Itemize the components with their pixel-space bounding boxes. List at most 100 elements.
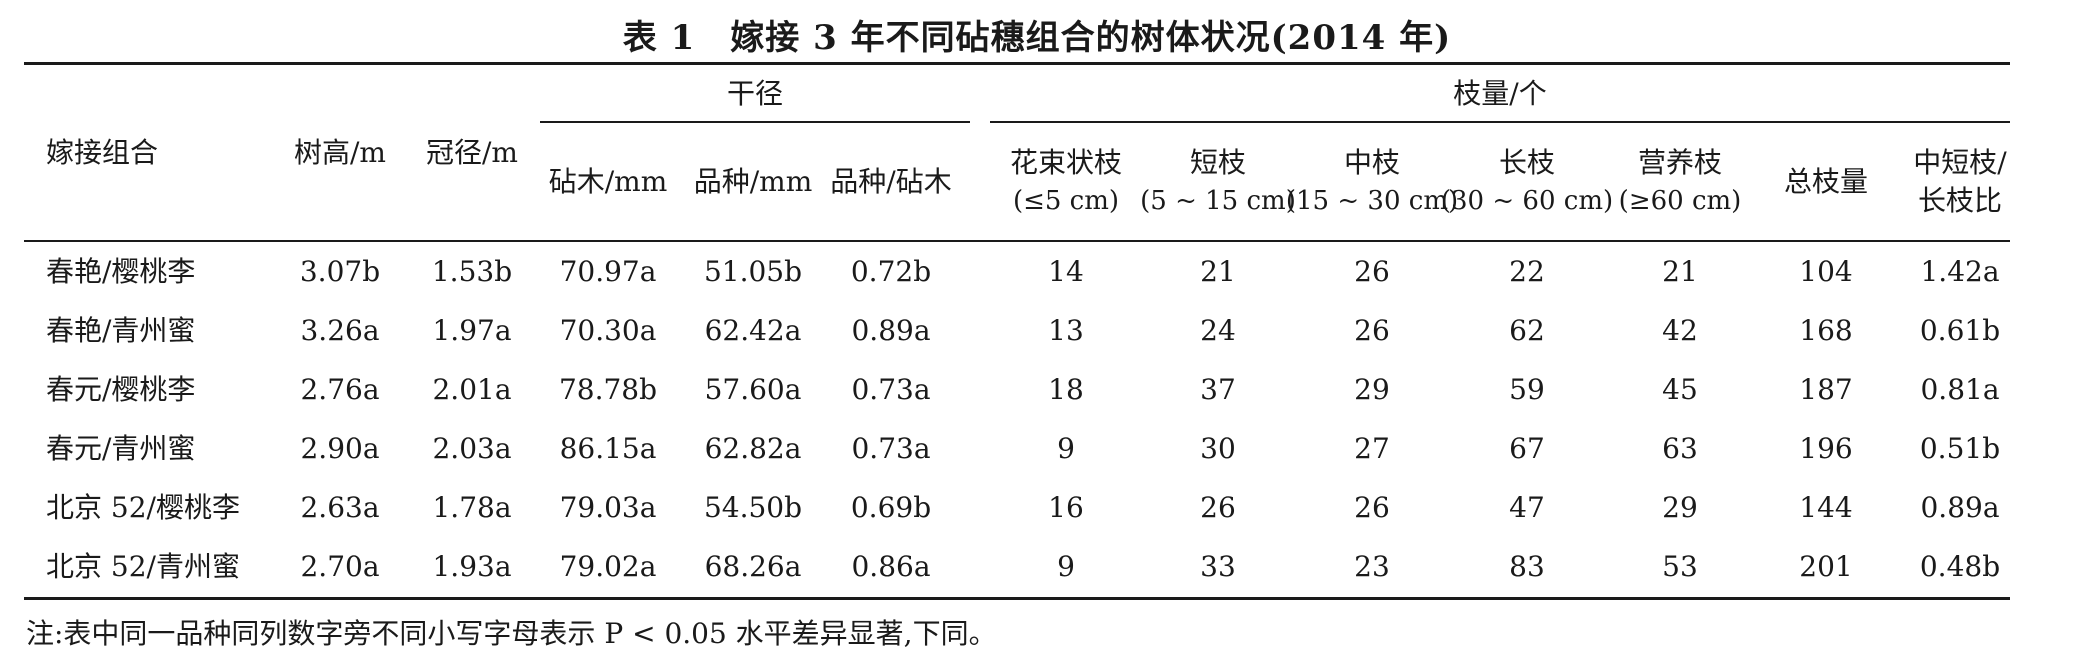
cell-long: 47 bbox=[1509, 491, 1545, 524]
cell-trunk-ratio: 0.72b bbox=[850, 255, 932, 288]
header-long: 长枝 (30 ~ 60 cm) bbox=[1441, 144, 1613, 220]
header-vegetative-label: 营养枝 bbox=[1637, 146, 1723, 179]
header-medium: 中枝 (15 ~ 30 cm) bbox=[1286, 144, 1458, 220]
cell-trunk-variety: 62.82a bbox=[704, 432, 802, 465]
cell-medium: 23 bbox=[1354, 550, 1390, 583]
cell-ratio: 1.42a bbox=[1920, 255, 2000, 288]
cell-vegetative: 45 bbox=[1662, 373, 1698, 406]
header-trunk-variety: 品种/mm bbox=[693, 165, 813, 198]
cell-crown: 1.78a bbox=[432, 491, 512, 524]
cell-height: 3.26a bbox=[300, 314, 380, 347]
header-ratio: 中短枝/ 长枝比 bbox=[1913, 144, 2006, 220]
header-crown: 冠径/m bbox=[426, 136, 518, 169]
cell-combo: 春艳/樱桃李 bbox=[46, 255, 196, 288]
table-title: 表 1 嫁接 3 年不同砧穗组合的树体状况(2014 年) bbox=[622, 18, 1452, 58]
header-spur: 花束状枝 (≤5 cm) bbox=[1010, 144, 1122, 220]
cell-total: 201 bbox=[1799, 550, 1853, 583]
cell-trunk-variety: 57.60a bbox=[704, 373, 802, 406]
cell-spur: 18 bbox=[1048, 373, 1084, 406]
cell-ratio: 0.51b bbox=[1919, 432, 2001, 465]
header-medium-label: 中枝 bbox=[1343, 146, 1400, 179]
cell-short: 21 bbox=[1200, 255, 1236, 288]
cell-vegetative: 53 bbox=[1662, 550, 1698, 583]
cell-short: 24 bbox=[1200, 314, 1236, 347]
header-short-label: 短枝 bbox=[1189, 146, 1246, 179]
cell-ratio: 0.89a bbox=[1920, 491, 2000, 524]
header-vegetative-range: (≥60 cm) bbox=[1618, 186, 1742, 216]
cell-trunk-stock: 79.03a bbox=[559, 491, 657, 524]
cell-total: 196 bbox=[1799, 432, 1853, 465]
cell-long: 59 bbox=[1509, 373, 1545, 406]
cell-height: 2.70a bbox=[300, 550, 380, 583]
cell-total: 187 bbox=[1799, 373, 1853, 406]
cell-crown: 2.01a bbox=[432, 373, 512, 406]
cell-crown: 1.97a bbox=[432, 314, 512, 347]
cell-ratio: 0.81a bbox=[1920, 373, 2000, 406]
cell-long: 62 bbox=[1509, 314, 1545, 347]
cell-long: 22 bbox=[1509, 255, 1545, 288]
cell-spur: 16 bbox=[1048, 491, 1084, 524]
header-trunk-stock: 砧木/mm bbox=[548, 165, 668, 198]
cell-short: 37 bbox=[1200, 373, 1236, 406]
header-vegetative: 营养枝 (≥60 cm) bbox=[1619, 144, 1742, 220]
header-short-range: (5 ~ 15 cm) bbox=[1140, 186, 1296, 216]
cell-medium: 29 bbox=[1354, 373, 1390, 406]
header-trunk-ratio: 品种/砧木 bbox=[830, 165, 952, 198]
cell-vegetative: 29 bbox=[1662, 491, 1698, 524]
cell-trunk-variety: 51.05b bbox=[703, 255, 803, 288]
header-spur-range: (≤5 cm) bbox=[1012, 186, 1120, 216]
cell-short: 33 bbox=[1200, 550, 1236, 583]
cell-short: 30 bbox=[1200, 432, 1236, 465]
cell-total: 104 bbox=[1799, 255, 1853, 288]
cell-height: 2.76a bbox=[300, 373, 380, 406]
cell-trunk-ratio: 0.89a bbox=[851, 314, 931, 347]
cell-long: 67 bbox=[1509, 432, 1545, 465]
cell-trunk-variety: 68.26a bbox=[704, 550, 802, 583]
cell-total: 168 bbox=[1799, 314, 1853, 347]
header-spur-label: 花束状枝 bbox=[1009, 146, 1123, 179]
cell-spur: 9 bbox=[1057, 550, 1075, 583]
cell-crown: 1.53b bbox=[431, 255, 513, 288]
cell-combo: 北京 52/樱桃李 bbox=[46, 491, 240, 524]
header-branch-group: 枝量/个 bbox=[1453, 77, 1547, 110]
header-rule bbox=[24, 240, 2010, 242]
trunk-group-rule bbox=[540, 121, 970, 123]
cell-combo: 春元/青州蜜 bbox=[46, 432, 196, 465]
cell-combo: 春艳/青州蜜 bbox=[46, 314, 196, 347]
top-rule bbox=[24, 62, 2010, 65]
cell-trunk-ratio: 0.69b bbox=[850, 491, 932, 524]
cell-medium: 26 bbox=[1354, 314, 1390, 347]
cell-total: 144 bbox=[1799, 491, 1853, 524]
cell-medium: 26 bbox=[1354, 491, 1390, 524]
bottom-rule bbox=[24, 597, 2010, 600]
cell-trunk-stock: 70.30a bbox=[559, 314, 657, 347]
cell-trunk-ratio: 0.73a bbox=[851, 373, 931, 406]
cell-trunk-stock: 86.15a bbox=[559, 432, 657, 465]
cell-vegetative: 63 bbox=[1662, 432, 1698, 465]
cell-medium: 26 bbox=[1354, 255, 1390, 288]
cell-height: 2.63a bbox=[300, 491, 380, 524]
cell-ratio: 0.48b bbox=[1919, 550, 2001, 583]
header-combo: 嫁接组合 bbox=[46, 136, 159, 169]
header-long-range: (30 ~ 60 cm) bbox=[1440, 186, 1614, 216]
header-medium-range: (15 ~ 30 cm) bbox=[1285, 186, 1459, 216]
cell-spur: 9 bbox=[1057, 432, 1075, 465]
header-ratio-line2: 长枝比 bbox=[1917, 184, 2002, 217]
cell-long: 83 bbox=[1509, 550, 1545, 583]
cell-crown: 1.93a bbox=[432, 550, 512, 583]
header-trunk-group: 干径 bbox=[726, 77, 784, 110]
cell-combo: 春元/樱桃李 bbox=[46, 373, 196, 406]
branch-group-rule bbox=[990, 121, 2010, 123]
cell-short: 26 bbox=[1200, 491, 1236, 524]
header-short: 短枝 (5 ~ 15 cm) bbox=[1140, 144, 1296, 220]
cell-spur: 14 bbox=[1048, 255, 1084, 288]
cell-trunk-stock: 79.02a bbox=[559, 550, 657, 583]
cell-trunk-stock: 78.78b bbox=[558, 373, 658, 406]
cell-vegetative: 42 bbox=[1662, 314, 1698, 347]
header-total: 总枝量 bbox=[1783, 165, 1869, 198]
cell-height: 2.90a bbox=[300, 432, 380, 465]
cell-trunk-variety: 62.42a bbox=[704, 314, 802, 347]
header-ratio-line1: 中短枝/ bbox=[1913, 146, 2007, 179]
cell-crown: 2.03a bbox=[432, 432, 512, 465]
